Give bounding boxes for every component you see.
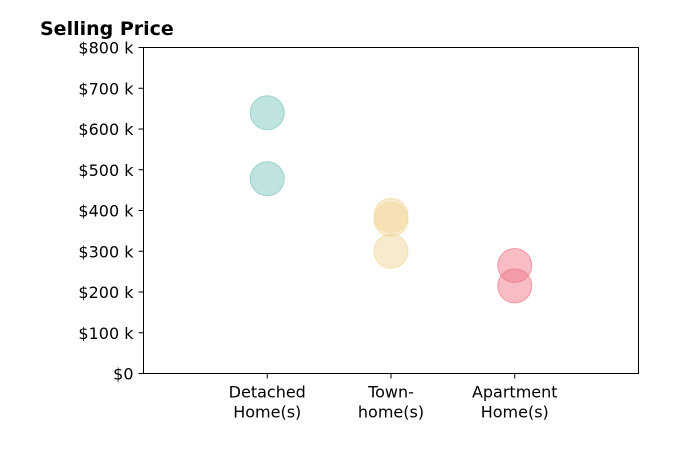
y-tick-label: $100 k — [78, 324, 134, 343]
y-tick-label: $400 k — [78, 202, 134, 221]
data-points — [249, 95, 533, 304]
y-tick-label: $0 — [113, 365, 133, 384]
y-axis: $0 $100 k $200 k $300 k $400 k $500 k $600 k $7… — [78, 39, 144, 384]
y-tick-label: $800 k — [78, 39, 134, 58]
x-tick-label: Town-home(s) — [358, 383, 424, 422]
data-point — [249, 95, 285, 131]
data-point — [249, 161, 285, 197]
y-tick-label: $200 k — [78, 283, 134, 302]
y-tick-label: $600 k — [78, 120, 134, 139]
y-tick-label: $700 k — [78, 79, 134, 98]
x-axis: Detached Home(s) Town-home(s) Apartment Home… — [229, 373, 558, 422]
x-tick-label: Detached Home(s) — [229, 383, 306, 422]
x-tick-label: Apartment Home(s) — [472, 383, 558, 422]
data-point — [373, 201, 409, 237]
data-point — [497, 268, 533, 304]
data-point — [373, 233, 409, 269]
y-tick-label: $300 k — [78, 242, 134, 261]
y-tick-label: $500 k — [78, 161, 134, 180]
chart-title: Selling Price — [40, 18, 174, 40]
